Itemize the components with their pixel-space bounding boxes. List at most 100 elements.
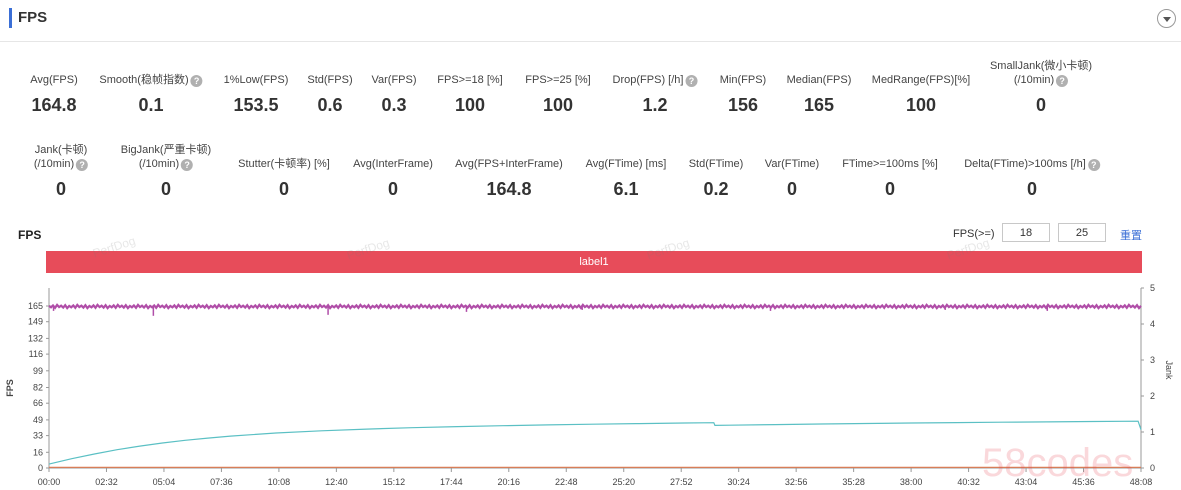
help-icon[interactable]: ? [76, 159, 89, 171]
metric-label: Avg(FTime) [ms] [585, 158, 667, 170]
metric-label: BigJank(严重卡顿) [120, 144, 212, 156]
metric-value: 0 [1035, 95, 1046, 115]
metric-label: Var(FPS) [371, 74, 417, 86]
header-accent-bar [9, 8, 12, 28]
metric-label: Smooth(稳帧指数)? [99, 73, 203, 87]
metric-metrics_row1-6: FPS>=25 [%] 100 [525, 73, 590, 115]
metric-label: SmallJank(微小卡顿) [989, 60, 1093, 72]
label-band[interactable]: label1 [46, 251, 1142, 273]
metric-value: 100 [905, 95, 937, 115]
y2-tick-label: 0 [1150, 463, 1155, 473]
metric-label: Std(FTime) [688, 158, 744, 170]
metric-label: Avg(FPS) [30, 74, 78, 86]
help-icon[interactable]: ? [1056, 75, 1069, 87]
chart-title: FPS [18, 228, 42, 242]
y-axis-label: FPS [5, 379, 15, 397]
help-icon[interactable]: ? [181, 159, 194, 171]
x-tick-label: 15:12 [383, 477, 406, 487]
metric-metrics_row2-5: Avg(FTime) [ms] 6.1 [585, 157, 667, 199]
y-tick-label: 165 [28, 301, 43, 311]
x-tick-label: 38:00 [900, 477, 923, 487]
panel-title: FPS [18, 9, 48, 26]
metric-metrics_row2-9: Delta(FTime)>100ms [/h]? 0 [964, 157, 1100, 199]
y2-tick-label: 3 [1150, 355, 1155, 365]
metric-metrics_row1-2: 1%Low(FPS) 153.5 [223, 73, 289, 115]
metric-label: Delta(FTime)>100ms [/h]? [964, 157, 1100, 171]
help-icon[interactable]: ? [190, 75, 203, 87]
metric-metrics_row2-1: BigJank(严重卡顿) (/10min)? 0 [120, 143, 212, 199]
reset-button[interactable]: 重置 [1120, 230, 1142, 242]
metric-label: Avg(FPS+InterFrame) [455, 158, 563, 170]
x-tick-label: 22:48 [555, 477, 578, 487]
x-tick-label: 12:40 [325, 477, 348, 487]
metric-value: 100 [454, 95, 486, 115]
metric-label: FTime>=100ms [%] [842, 158, 938, 170]
y-tick-label: 116 [29, 349, 43, 359]
threshold-2-input[interactable] [1058, 223, 1106, 242]
x-tick-label: 45:36 [1072, 477, 1095, 487]
series-line-1 [48, 420, 1142, 465]
metric-metrics_row1-7: Drop(FPS) [/h]? 1.2 [613, 73, 698, 115]
metric-label-unit: (/10min)? [34, 157, 89, 171]
metric-value: 0 [278, 179, 290, 199]
x-tick-label: 40:32 [957, 477, 980, 487]
y2-tick-label: 5 [1150, 283, 1155, 293]
metric-metrics_row2-8: FTime>=100ms [%] 0 [842, 157, 938, 199]
y-tick-label: 49 [33, 415, 43, 425]
metric-value: 164.8 [486, 179, 532, 199]
metric-label: Jank(卡顿) [34, 144, 88, 156]
metric-value: 0.1 [138, 95, 164, 115]
y-tick-label: 82 [33, 382, 43, 392]
threshold-1-input[interactable] [1002, 223, 1050, 242]
x-tick-label: 35:28 [842, 477, 865, 487]
metric-metrics_row1-1: Smooth(稳帧指数)? 0.1 [99, 73, 203, 115]
x-tick-label: 02:32 [95, 477, 118, 487]
x-tick-label: 17:44 [440, 477, 463, 487]
metric-value: 165 [803, 95, 835, 115]
metric-value: 1.2 [642, 95, 668, 115]
metric-value: 0 [1026, 179, 1037, 199]
metric-metrics_row1-11: SmallJank(微小卡顿) (/10min)? 0 [989, 59, 1093, 115]
metric-metrics_row1-3: Std(FPS) 0.6 [307, 73, 352, 115]
x-tick-label: 25:20 [612, 477, 635, 487]
metric-label: Min(FPS) [719, 74, 767, 86]
metric-value: 0.6 [317, 95, 343, 115]
x-tick-label: 27:52 [670, 477, 693, 487]
metric-metrics_row1-4: Var(FPS) 0.3 [371, 73, 417, 115]
metric-label: 1%Low(FPS) [223, 74, 289, 86]
y-tick-label: 149 [28, 317, 43, 327]
x-tick-label: 48:08 [1130, 477, 1153, 487]
metric-value: 156 [727, 95, 759, 115]
metric-value: 0.3 [381, 95, 407, 115]
metric-label-unit: (/10min)? [121, 157, 211, 171]
metric-label: Stutter(卡顿率) [%] [238, 158, 330, 170]
metric-value: 153.5 [233, 95, 279, 115]
help-icon[interactable]: ? [1087, 159, 1100, 171]
metric-label: MedRange(FPS)[%] [871, 74, 971, 86]
y-tick-label: 33 [33, 431, 43, 441]
help-icon[interactable]: ? [685, 75, 698, 87]
y-tick-label: 99 [33, 366, 43, 376]
y-tick-label: 132 [28, 333, 43, 343]
metric-label: Median(FPS) [786, 74, 852, 86]
x-tick-label: 07:36 [210, 477, 233, 487]
metric-label: Avg(InterFrame) [353, 158, 433, 170]
x-tick-label: 30:24 [727, 477, 750, 487]
metric-label: Var(FTime) [764, 158, 820, 170]
metric-metrics_row1-5: FPS>=18 [%] 100 [437, 73, 502, 115]
x-tick-label: 00:00 [38, 477, 61, 487]
y2-tick-label: 2 [1150, 391, 1155, 401]
series-line-0 [48, 303, 1142, 310]
metric-value: 0.2 [703, 179, 729, 199]
collapse-chevron-icon[interactable] [1157, 9, 1176, 28]
x-tick-label: 20:16 [498, 477, 521, 487]
metric-value: 100 [542, 95, 574, 115]
metric-value: 0 [786, 179, 797, 199]
metric-label-unit: (/10min)? [990, 73, 1092, 87]
metric-metrics_row2-4: Avg(FPS+InterFrame) 164.8 [455, 157, 563, 199]
metric-value: 164.8 [31, 95, 77, 115]
y2-axis-label: Jank [1164, 360, 1174, 380]
metric-value: 0 [884, 179, 895, 199]
x-tick-label: 10:08 [268, 477, 291, 487]
x-tick-label: 32:56 [785, 477, 808, 487]
